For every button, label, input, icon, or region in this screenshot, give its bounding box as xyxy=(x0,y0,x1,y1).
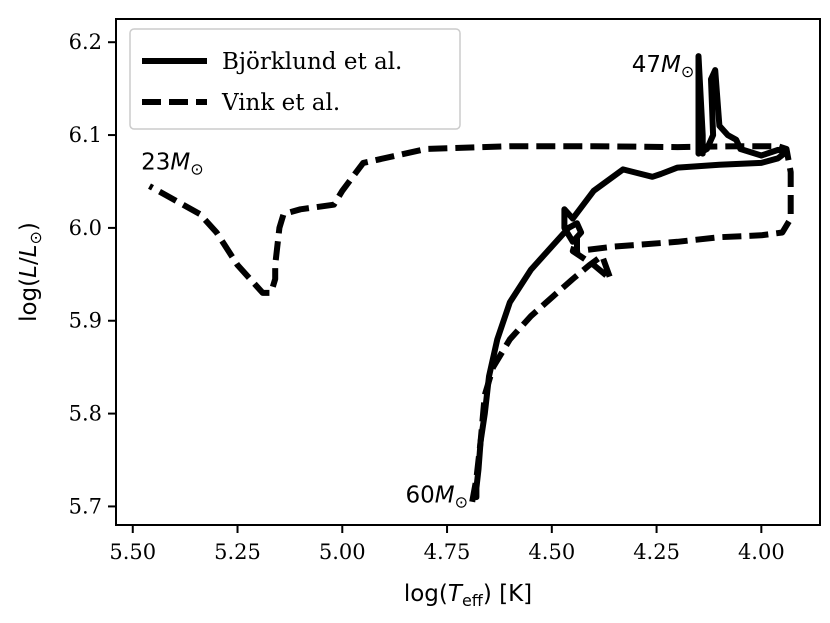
annotation-mass47: 47M⊙ xyxy=(632,52,695,81)
legend-label-series-1: Vink et al. xyxy=(221,90,340,116)
y-tick-label: 6.1 xyxy=(69,123,102,147)
series-line-0 xyxy=(473,53,790,501)
y-tick-label: 6.0 xyxy=(69,216,102,240)
plot-frame xyxy=(115,18,821,526)
x-axis-ticks: 5.50 5.25 5.00 4.75 4.50 4.25 4.00 xyxy=(109,525,785,564)
x-axis-label: log(Teff) [K] xyxy=(404,581,532,610)
y-tick-label: 6.2 xyxy=(69,30,102,54)
x-tick-label: 4.75 xyxy=(424,540,471,564)
legend-box xyxy=(129,28,461,130)
annotation-mass23: 23M⊙ xyxy=(141,149,204,178)
y-axis-label: log(L/L⊙) xyxy=(16,222,45,322)
mass-annotations: 23M⊙ 47M⊙ 60M⊙ xyxy=(141,52,694,512)
x-tick-label: 5.00 xyxy=(319,540,366,564)
annotation-mass60: 60M⊙ xyxy=(405,483,468,512)
legend: Björklund et al. Vink et al. xyxy=(129,28,461,130)
y-axis-ticks: 5.7 5.8 5.9 6.0 6.1 6.2 xyxy=(69,30,116,518)
x-tick-label: 4.50 xyxy=(528,540,575,564)
legend-label-series-0: Björklund et al. xyxy=(222,49,402,75)
plot-area xyxy=(148,53,794,503)
series-line-1 xyxy=(148,143,794,503)
x-tick-label: 4.25 xyxy=(633,540,680,564)
x-tick-label: 4.00 xyxy=(738,540,785,564)
y-tick-label: 5.9 xyxy=(69,309,102,333)
x-tick-label: 5.50 xyxy=(109,540,156,564)
y-tick-label: 5.8 xyxy=(69,402,102,426)
y-tick-label: 5.7 xyxy=(69,494,102,518)
x-tick-label: 5.25 xyxy=(214,540,261,564)
